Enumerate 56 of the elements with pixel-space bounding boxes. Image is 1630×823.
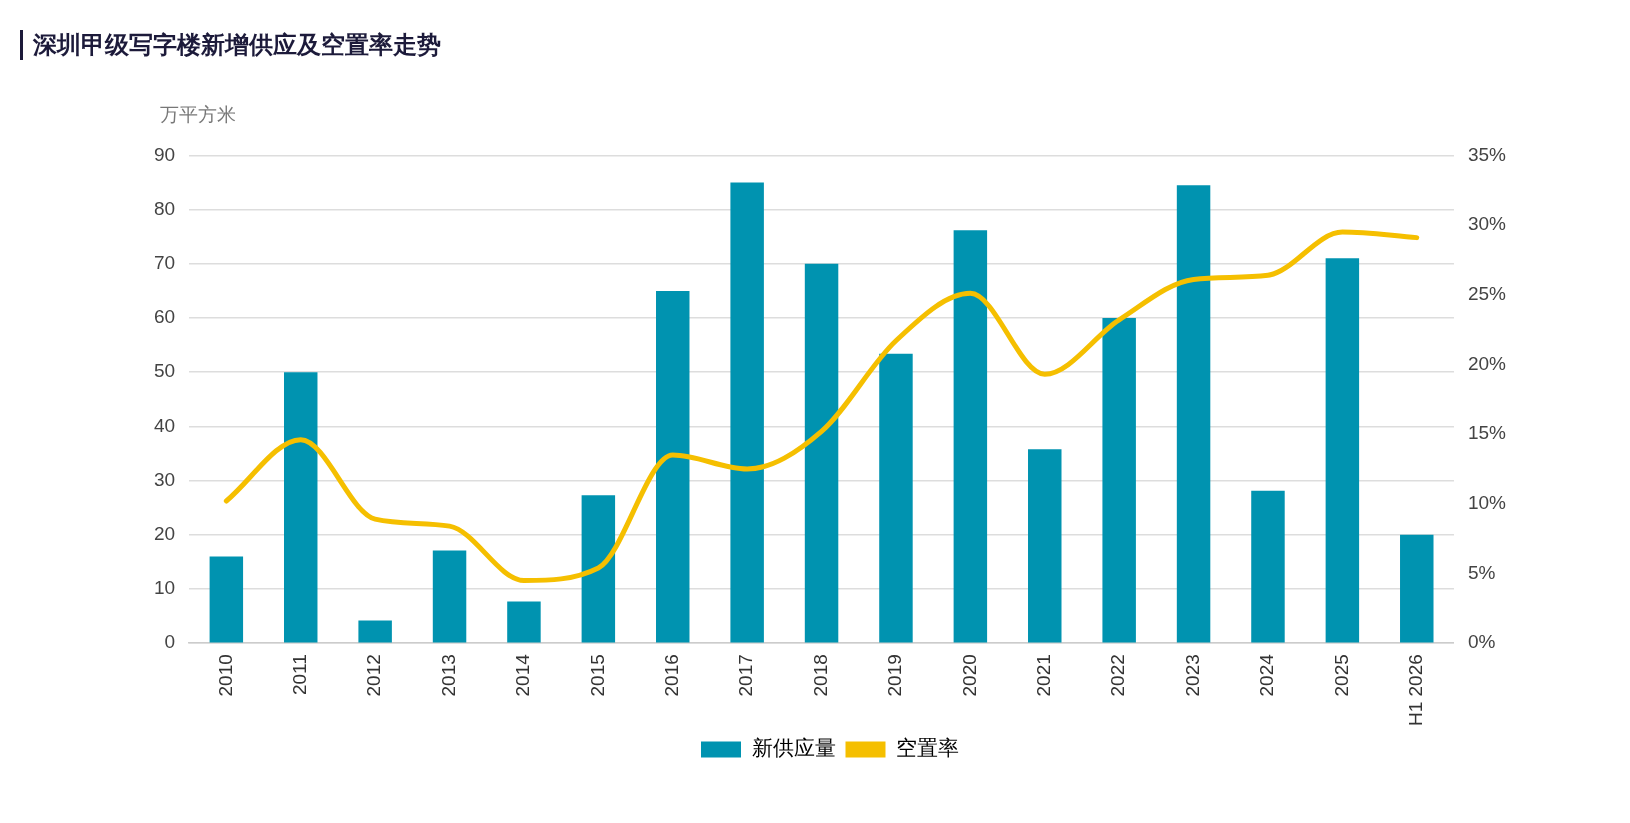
x-tick-label: 2024 xyxy=(1256,653,1278,697)
y2-tick-label: 10% xyxy=(1467,492,1507,514)
y-tick-label: 0 xyxy=(164,631,176,653)
x-tick-label: 2025 xyxy=(1330,654,1352,697)
bar xyxy=(1325,258,1360,643)
bar xyxy=(358,620,392,643)
y2-tick-label: 25% xyxy=(1467,283,1507,304)
bar xyxy=(1028,449,1062,643)
bar xyxy=(1400,534,1434,643)
bar xyxy=(507,601,541,643)
x-tick-label: 2011 xyxy=(288,654,310,696)
y-tick-label: 40 xyxy=(153,414,176,436)
x-tick-label: 2010 xyxy=(214,654,236,697)
y-tick-label: 80 xyxy=(153,197,176,219)
y2-tick-label: 15% xyxy=(1467,422,1507,444)
bar xyxy=(1176,185,1211,643)
x-tick-label: 2018 xyxy=(809,654,831,697)
y-tick-label: 60 xyxy=(153,306,176,328)
bar xyxy=(730,182,764,643)
bar xyxy=(656,290,690,643)
bar xyxy=(1102,317,1136,643)
x-tick-label: 2012 xyxy=(363,654,385,697)
x-tick-label: 2019 xyxy=(884,654,906,697)
x-tick-label: 2017 xyxy=(735,654,757,697)
bar xyxy=(581,495,616,643)
y-tick-label: 10 xyxy=(153,577,176,599)
x-tick-label: 2023 xyxy=(1181,654,1203,697)
y-axis-title: 万平方米 xyxy=(160,102,236,127)
chart-title: 深圳甲级写字楼新增供应及空置率走势 xyxy=(20,30,441,60)
x-tick-label: H1 2026 xyxy=(1405,654,1427,727)
bar xyxy=(284,372,318,643)
bar xyxy=(953,230,988,643)
bar xyxy=(432,550,467,643)
bar xyxy=(804,263,839,643)
x-tick-label: 2013 xyxy=(437,654,459,697)
x-tick-label: 2015 xyxy=(586,654,608,697)
bar xyxy=(209,556,244,643)
y2-tick-label: 5% xyxy=(1467,561,1496,583)
y-tick-label: 90 xyxy=(153,143,176,165)
x-tick-label: 2022 xyxy=(1107,654,1129,697)
legend-label: 空置率 xyxy=(896,735,959,760)
y-tick-label: 20 xyxy=(153,523,176,545)
x-tick-label: 2014 xyxy=(512,653,534,697)
y2-tick-label: 30% xyxy=(1467,213,1507,235)
y2-tick-label: 20% xyxy=(1467,352,1507,374)
bar xyxy=(879,353,913,643)
x-tick-label: 2020 xyxy=(958,654,980,697)
legend-label: 新供应量 xyxy=(751,735,836,760)
y-tick-label: 70 xyxy=(153,252,176,274)
y-tick-label: 50 xyxy=(153,360,176,382)
bar xyxy=(1251,490,1285,643)
x-tick-label: 2021 xyxy=(1032,654,1054,697)
y2-tick-label: 35% xyxy=(1467,143,1507,165)
y2-tick-label: 0% xyxy=(1467,631,1496,653)
x-tick-label: 2016 xyxy=(660,654,682,697)
y-tick-label: 30 xyxy=(153,468,176,490)
